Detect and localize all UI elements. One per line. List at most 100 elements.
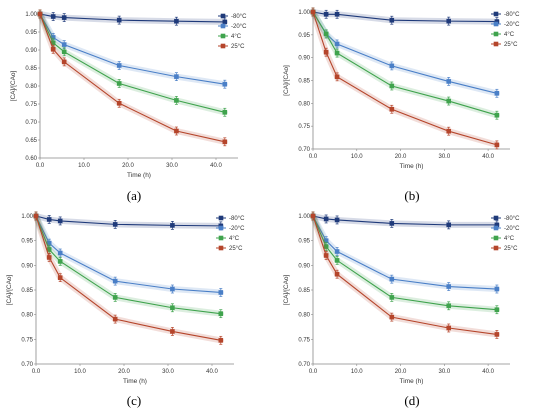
y-axis-label: [CA]/[CAo] bbox=[10, 70, 17, 101]
y-tick-label: 0.65 bbox=[25, 138, 37, 144]
data-point bbox=[116, 17, 122, 23]
x-axis-label: Time (h) bbox=[400, 163, 424, 170]
data-point bbox=[334, 271, 340, 277]
series-3 bbox=[33, 211, 224, 345]
legend-label: -80°C bbox=[231, 14, 247, 20]
data-point bbox=[61, 49, 67, 55]
x-tick-label: 40.0 bbox=[206, 369, 218, 375]
legend-label: -20°C bbox=[231, 24, 247, 30]
x-tick-label: 30.0 bbox=[438, 369, 450, 375]
legend-label: -20°C bbox=[229, 226, 245, 232]
series-0 bbox=[33, 211, 224, 231]
y-tick-label: 0.75 bbox=[298, 124, 310, 130]
y-tick-label: 0.70 bbox=[25, 120, 37, 126]
series-0 bbox=[37, 9, 228, 27]
y-tick-label: 0.85 bbox=[25, 66, 37, 72]
data-point bbox=[334, 249, 340, 254]
data-point bbox=[50, 46, 56, 52]
series-1 bbox=[37, 9, 228, 89]
data-point bbox=[323, 244, 329, 249]
data-point bbox=[50, 35, 56, 40]
series-band bbox=[310, 9, 500, 119]
data-point bbox=[174, 98, 179, 103]
data-point bbox=[494, 142, 500, 148]
x-tick-label: 40.0 bbox=[210, 163, 222, 169]
panel-caption: (a) bbox=[127, 188, 141, 203]
data-point bbox=[494, 222, 500, 228]
series-line bbox=[312, 11, 498, 146]
y-tick-label: 0.85 bbox=[21, 288, 33, 294]
y-tick-label: 0.75 bbox=[25, 102, 37, 108]
legend-label: 25°C bbox=[231, 44, 245, 50]
data-point bbox=[174, 18, 179, 24]
x-tick-label: 40.0 bbox=[482, 154, 494, 160]
legend-label: 25°C bbox=[504, 246, 518, 252]
legend-marker bbox=[493, 225, 499, 231]
series-line bbox=[39, 13, 225, 113]
data-point bbox=[222, 19, 228, 25]
data-point bbox=[170, 305, 175, 311]
data-point bbox=[446, 325, 452, 331]
y-tick-label: 0.95 bbox=[25, 30, 37, 36]
data-point bbox=[323, 31, 329, 37]
data-point bbox=[310, 9, 316, 15]
data-point bbox=[116, 63, 122, 68]
data-point bbox=[112, 222, 118, 227]
data-point bbox=[446, 98, 452, 104]
y-tick-label: 0.85 bbox=[298, 288, 310, 294]
y-tick-label: 0.80 bbox=[21, 313, 33, 319]
y-tick-label: 0.75 bbox=[21, 337, 33, 343]
data-point bbox=[46, 247, 52, 252]
legend-label: -80°C bbox=[504, 216, 520, 222]
series-line bbox=[312, 215, 497, 335]
data-point bbox=[218, 311, 224, 316]
x-tick-label: 10.0 bbox=[74, 369, 86, 375]
data-point bbox=[222, 81, 228, 87]
series-line bbox=[312, 11, 498, 116]
data-point bbox=[494, 112, 500, 118]
data-point bbox=[61, 59, 67, 65]
data-point bbox=[170, 286, 175, 292]
y-tick-label: 0.95 bbox=[298, 33, 310, 39]
data-point bbox=[46, 217, 52, 222]
x-tick-label: 40.0 bbox=[482, 369, 494, 375]
x-tick-label: 0.0 bbox=[36, 163, 45, 169]
y-tick-label: 1.00 bbox=[298, 214, 310, 220]
legend-marker bbox=[493, 21, 499, 27]
chart-panel-a: 0.60 0.65 0.70 0.75 0.80 0.85 0.90 0.95 1.00 0.0 1… bbox=[10, 9, 247, 203]
data-point bbox=[494, 19, 500, 24]
y-tick-label: 0.85 bbox=[298, 79, 310, 85]
series-line bbox=[312, 215, 497, 311]
legend-label: 4°C bbox=[504, 32, 515, 38]
legend-marker bbox=[220, 33, 226, 39]
data-point bbox=[334, 258, 340, 263]
data-point bbox=[334, 11, 340, 17]
legend-marker bbox=[493, 215, 499, 221]
data-point bbox=[218, 338, 224, 343]
series-2 bbox=[33, 211, 224, 319]
legend-label: -80°C bbox=[504, 12, 520, 18]
series-2 bbox=[310, 211, 500, 315]
series-2 bbox=[310, 7, 500, 120]
x-tick-label: 10.0 bbox=[351, 154, 363, 160]
series-line bbox=[35, 215, 221, 315]
legend-label: -80°C bbox=[229, 216, 245, 222]
data-point bbox=[37, 11, 43, 17]
legend-label: 4°C bbox=[231, 34, 242, 40]
y-tick-label: 1.00 bbox=[21, 214, 33, 220]
x-tick-label: 0.0 bbox=[309, 154, 318, 160]
legend-marker bbox=[218, 245, 224, 251]
series-3 bbox=[37, 9, 228, 147]
y-axis-label: [CA]/[CAo] bbox=[6, 274, 13, 305]
data-point bbox=[174, 74, 179, 79]
data-point bbox=[446, 18, 452, 24]
legend-marker bbox=[493, 235, 499, 241]
y-tick-label: 0.90 bbox=[298, 56, 310, 62]
data-point bbox=[494, 307, 500, 313]
data-point bbox=[446, 222, 452, 228]
x-tick-label: 0.0 bbox=[309, 369, 318, 375]
legend-marker bbox=[218, 215, 224, 221]
series-band bbox=[33, 213, 224, 317]
data-point bbox=[494, 90, 500, 96]
